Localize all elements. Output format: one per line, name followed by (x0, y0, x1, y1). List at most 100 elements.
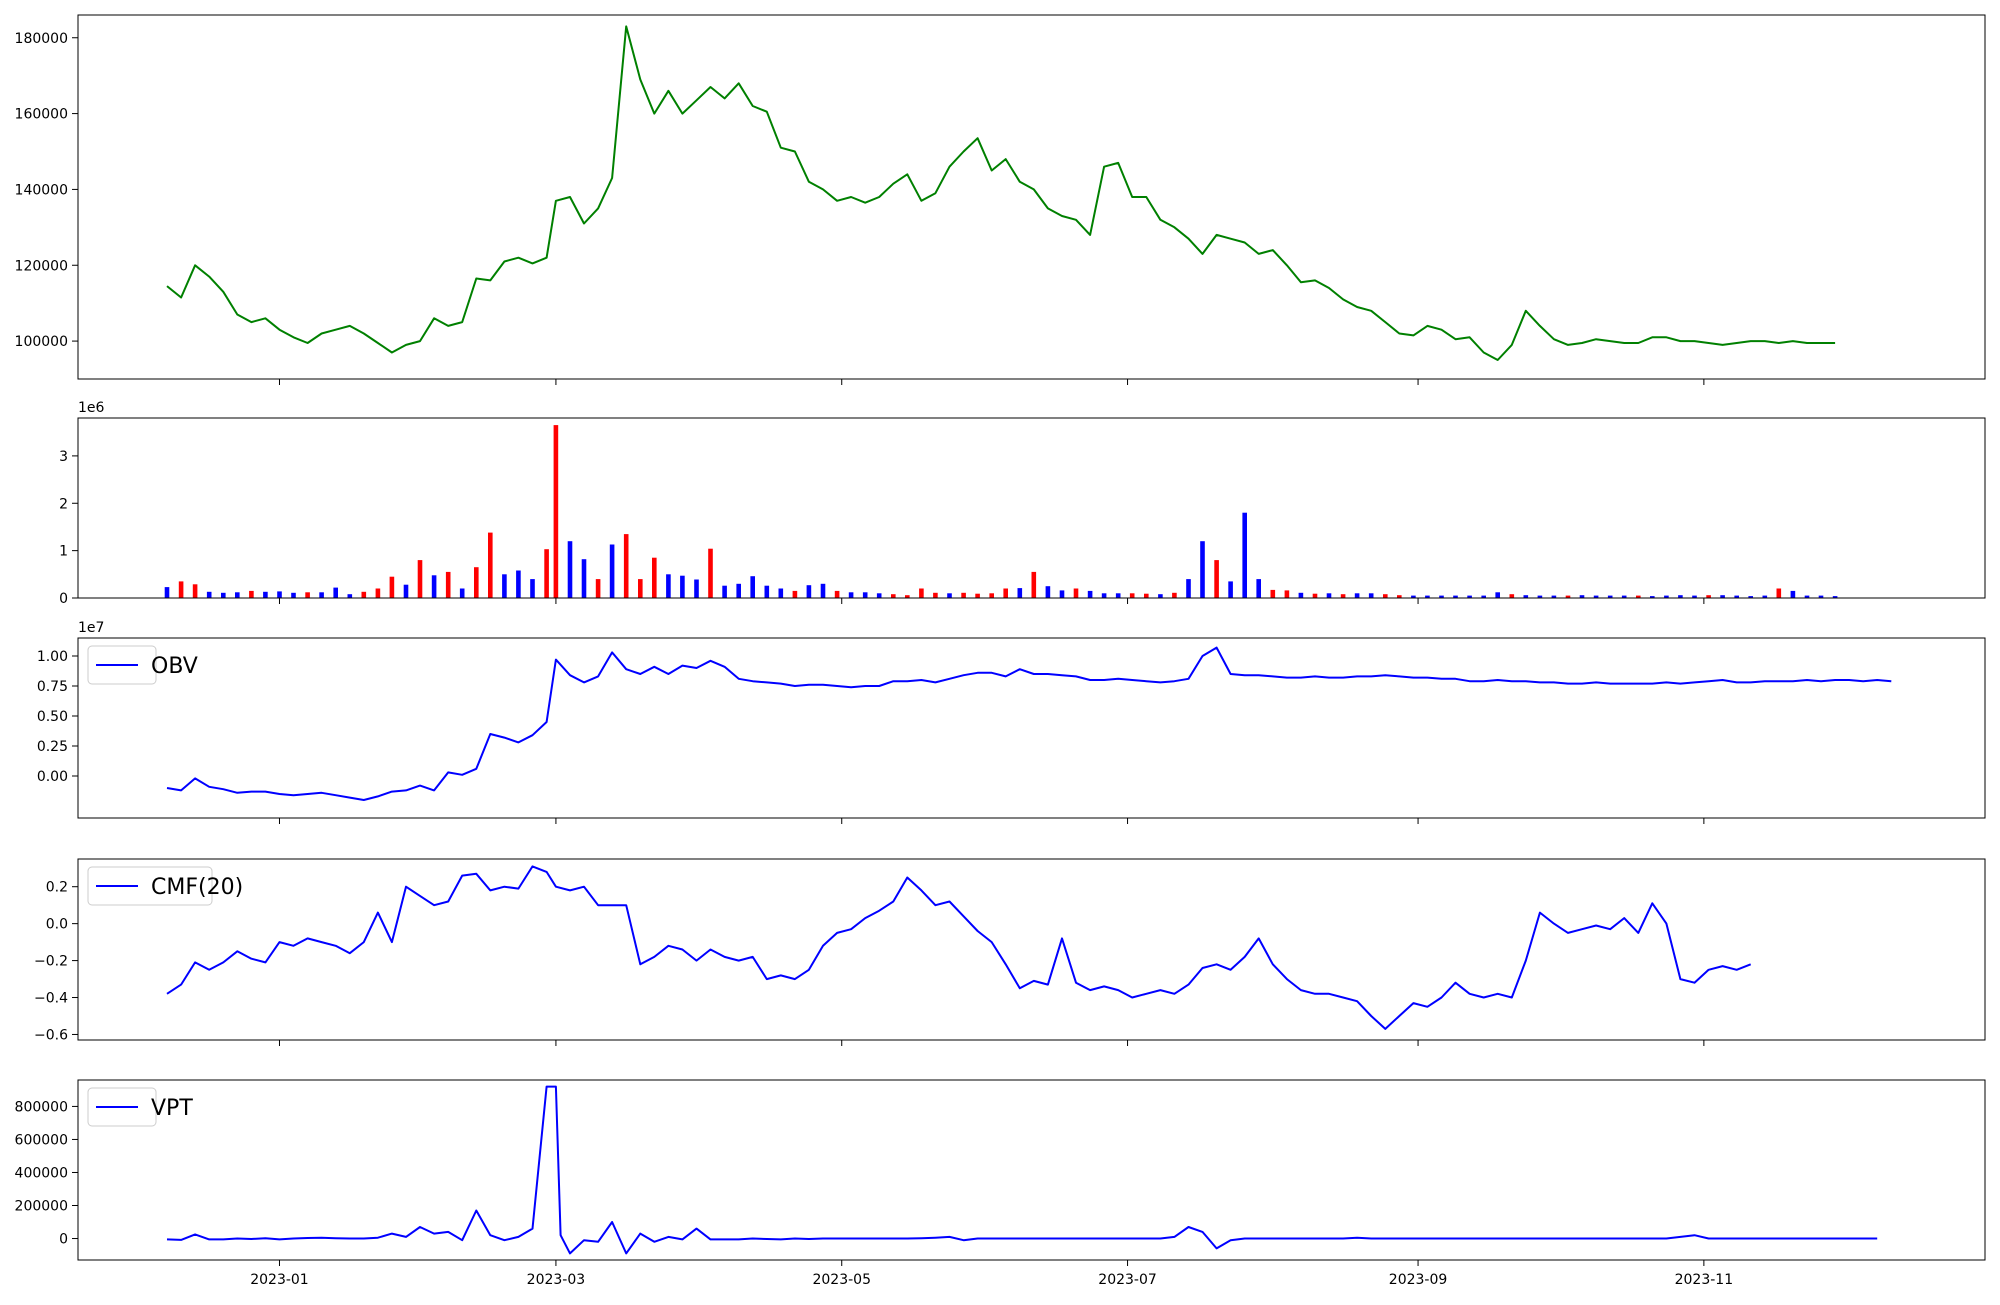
volume-bar (623, 534, 629, 598)
volume-bar (1284, 590, 1290, 598)
volume-axes-frame (77, 417, 1986, 599)
volume-bar (1509, 594, 1515, 598)
cmf-axes-frame (77, 858, 1986, 1041)
volume-bar (1579, 595, 1585, 598)
volume-bar (1678, 595, 1683, 598)
volume-bar (1467, 595, 1472, 598)
volume-bar (933, 592, 938, 598)
obv-panel: 0.00 0.25 0.50 0.75 1.00 1e7 OBV (37, 620, 1986, 824)
volume-bar (1439, 595, 1444, 598)
volume-bar (403, 584, 409, 598)
volume-bar (862, 592, 868, 598)
obv-offset-label: 1e7 (78, 620, 104, 636)
obv-ytick-label: 0.00 (37, 769, 68, 785)
volume-bar (989, 593, 994, 598)
volume-bar (530, 579, 535, 598)
volume-bar (1762, 595, 1768, 598)
obv-series-line (166, 646, 1892, 801)
cmf-ytick-label: 0.0 (46, 917, 68, 933)
xtick-label: 2023-11 (1675, 1272, 1734, 1288)
volume-bar (694, 579, 699, 598)
volume-bar (333, 587, 338, 598)
xtick-label: 2023-09 (1389, 1272, 1448, 1288)
volume-bar (305, 592, 310, 598)
legend-label: CMF(20) (151, 875, 243, 900)
volume-bar (581, 559, 587, 598)
vpt-ytick-label: 200000 (15, 1199, 68, 1215)
volume-bar (947, 593, 952, 598)
volume-panel: 0 1 2 3 1e6 (59, 400, 1986, 607)
vpt-ytick-label: 400000 (15, 1165, 68, 1181)
price-ytick-label: 100000 (15, 334, 68, 350)
volume-bar (1804, 595, 1810, 598)
volume-bar (1017, 588, 1023, 598)
volume-bar (1256, 579, 1261, 598)
price-ytick-label: 140000 (15, 182, 68, 198)
cmf-series-line (166, 865, 1752, 1030)
volume-bar (764, 585, 770, 598)
obv-ytick-label: 0.75 (37, 679, 68, 695)
volume-bar (1228, 581, 1233, 598)
cmf-ytick-label: −0.6 (34, 1027, 68, 1043)
volume-bar (1607, 595, 1613, 598)
volume-bar (347, 594, 353, 598)
volume-bar (291, 592, 296, 598)
volume-bar (975, 593, 980, 598)
volume-bar (544, 549, 549, 598)
volume-bar (806, 585, 812, 598)
xtick-label: 2023-03 (527, 1272, 586, 1288)
volume-bar (792, 590, 798, 598)
price-panel: 100000 120000 140000 160000 180000 (15, 14, 1986, 385)
volume-bar (778, 588, 784, 598)
volume-bar (445, 571, 451, 598)
volume-bar (361, 591, 367, 598)
volume-bar (1481, 595, 1486, 598)
volume-bar (1593, 595, 1599, 598)
volume-bar (722, 585, 727, 598)
price-ytick-label: 160000 (15, 107, 68, 123)
volume-bar (905, 595, 910, 598)
obv-ytick-label: 1.00 (37, 649, 68, 665)
vpt-ytick-label: 800000 (15, 1099, 68, 1115)
volume-bar (666, 574, 671, 598)
vpt-series-line (166, 1085, 1878, 1255)
volume-bar (164, 587, 170, 598)
volume-bar (1031, 571, 1037, 598)
cmf-legend: CMF(20) (87, 866, 243, 906)
volume-bar (459, 588, 465, 598)
volume-bar (1790, 590, 1796, 598)
volume-bar (516, 570, 521, 598)
volume-bar (263, 591, 268, 598)
vpt-axes-frame (77, 1079, 1986, 1261)
volume-bar (277, 591, 282, 598)
volume-bar (488, 532, 493, 598)
volume-bar (1523, 595, 1529, 598)
volume-bar (638, 579, 643, 598)
volume-bar (1354, 593, 1360, 598)
volume-bar (1383, 594, 1388, 598)
volume-ytick-label: 0 (59, 591, 68, 607)
obv-ytick-label: 0.25 (37, 739, 68, 755)
volume-bar (736, 583, 741, 598)
volume-bar (553, 425, 559, 598)
volume-bar (961, 592, 966, 598)
volume-bar (1144, 593, 1149, 598)
volume-bar (595, 579, 601, 598)
volume-bar (820, 583, 826, 598)
volume-bar (708, 548, 713, 598)
volume-bar (848, 592, 854, 598)
cmf-ytick-label: 0.2 (46, 880, 68, 896)
volume-ytick-label: 1 (59, 544, 68, 560)
cmf-ytick-label: −0.2 (34, 954, 68, 970)
vpt-ytick-label: 600000 (15, 1132, 68, 1148)
volume-bar (1537, 595, 1543, 598)
volume-bar (1818, 595, 1824, 598)
volume-bar (876, 593, 882, 598)
volume-bar (609, 544, 615, 598)
vpt-ytick-label: 0 (59, 1232, 68, 1248)
volume-bar (1172, 592, 1177, 598)
volume-ytick-label: 2 (59, 496, 68, 512)
volume-bar (1101, 593, 1107, 598)
volume-bar (1706, 595, 1711, 598)
